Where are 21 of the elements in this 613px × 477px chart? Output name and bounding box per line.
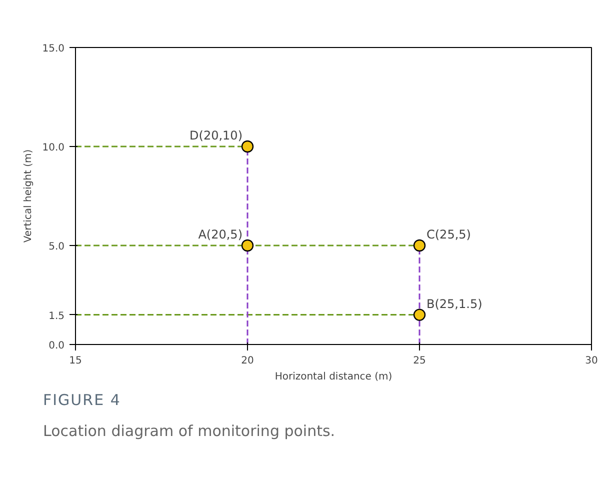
y-tick-label: 5.0 — [48, 242, 65, 252]
text: Location diagram of monitoring points. — [43, 421, 336, 442]
x-axis-title: Horizontal distance (m) — [274, 372, 392, 382]
x-tick-label: 15 — [69, 356, 82, 366]
y-tick-label: 15.0 — [42, 44, 64, 54]
y-tick-label: 10.0 — [42, 142, 64, 154]
x-tick-label: 30 — [585, 356, 598, 366]
y-tick-label: 1.5 — [48, 310, 65, 322]
data-label: A(20,5) — [198, 228, 243, 242]
data-label: C(25,5) — [426, 228, 471, 242]
point — [241, 140, 254, 153]
data-label: B(25,1.5) — [426, 296, 482, 311]
y-axis-title: Vertical height (m) — [23, 149, 34, 243]
caption: FIGURE 4 — [43, 390, 121, 411]
y-tick-label: 0.0 — [48, 340, 65, 352]
x-tick-label: 25 — [413, 356, 426, 366]
point — [413, 239, 426, 252]
point — [241, 239, 254, 252]
x-tick-label: 20 — [241, 356, 254, 366]
point — [413, 308, 426, 321]
data-label: D(20,10) — [190, 128, 243, 142]
